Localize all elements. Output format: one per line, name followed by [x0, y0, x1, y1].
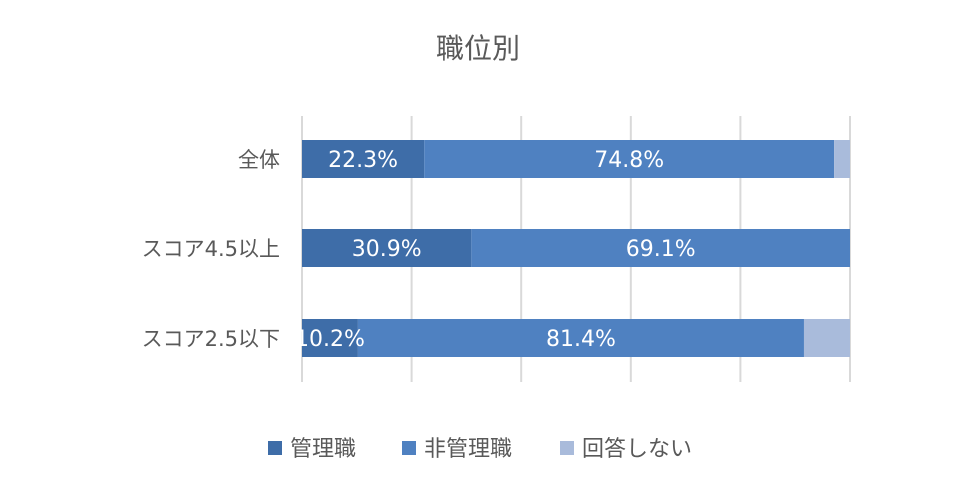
legend-swatch	[268, 441, 282, 455]
legend-label: 非管理職	[424, 437, 512, 462]
data-label: 22.3%	[328, 148, 398, 173]
legend-label: 管理職	[290, 437, 356, 462]
bar-segment	[302, 229, 472, 267]
legend: 管理職 非管理職 回答しない	[268, 437, 692, 462]
category-label: スコア4.5以上	[142, 237, 280, 261]
data-label: 30.9%	[352, 237, 422, 262]
category-label: 全体	[238, 148, 280, 172]
data-label: 10.2%	[295, 327, 365, 352]
bar-segment	[803, 319, 850, 357]
legend-swatch	[560, 441, 574, 455]
data-label: 74.8%	[594, 148, 664, 173]
bar-segment	[471, 229, 850, 267]
bar-segment	[424, 140, 835, 178]
data-labels: 22.3% 74.8% 30.9% 69.1% 10.2% 81.4%	[295, 148, 696, 352]
chart-title: 職位別	[436, 32, 520, 65]
bars	[302, 140, 850, 357]
bar-segment	[302, 319, 358, 357]
category-label: スコア2.5以下	[142, 327, 280, 351]
legend-label: 回答しない	[582, 437, 692, 462]
data-label: 81.4%	[546, 327, 616, 352]
bar-segment	[357, 319, 804, 357]
bar-segment	[302, 140, 425, 178]
bar-segment	[834, 140, 850, 178]
legend-swatch	[402, 441, 416, 455]
data-label: 69.1%	[626, 237, 696, 262]
